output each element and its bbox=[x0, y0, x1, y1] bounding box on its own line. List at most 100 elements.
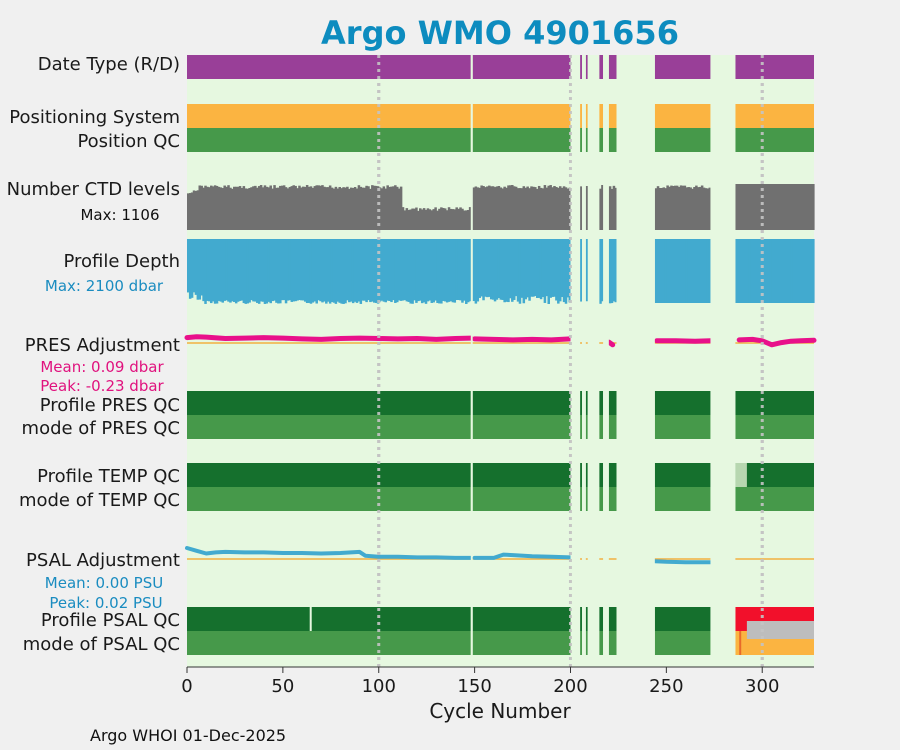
profile-depth-column bbox=[534, 239, 537, 297]
ctd-level-column bbox=[259, 185, 263, 230]
profile-depth-column bbox=[344, 239, 347, 304]
profile-depth-column bbox=[386, 239, 389, 301]
ctd-level-column bbox=[802, 184, 806, 230]
profile-depth-column bbox=[560, 239, 564, 298]
profile-depth-column bbox=[693, 239, 696, 303]
ctd-level-column bbox=[568, 187, 572, 230]
ctd-level-column bbox=[526, 186, 529, 230]
profile-depth-column bbox=[254, 239, 257, 302]
ctd-level-column bbox=[551, 187, 554, 230]
ctd-level-column bbox=[564, 187, 568, 230]
profile-depth-column bbox=[451, 239, 455, 303]
profile-depth-column bbox=[325, 239, 328, 304]
x-tick-label-300: 300 bbox=[745, 676, 779, 697]
ctd-level-column bbox=[443, 208, 447, 230]
ctd-level-column bbox=[223, 185, 226, 230]
profile-depth-column bbox=[190, 239, 194, 298]
ctd-level-column bbox=[812, 184, 815, 230]
profile-depth-column bbox=[748, 239, 752, 303]
no-data-gap bbox=[581, 55, 586, 667]
ctd-level-column bbox=[488, 185, 491, 230]
position_qc-bar bbox=[599, 128, 604, 152]
profile-depth-column bbox=[277, 239, 280, 304]
ctd-level-column bbox=[518, 188, 522, 230]
profile-depth-column bbox=[447, 239, 451, 302]
profile-depth-column bbox=[367, 239, 370, 301]
mode_psal_qc-bar bbox=[187, 631, 471, 655]
profile_pres_qc-bar bbox=[187, 391, 471, 415]
profile-depth-column bbox=[227, 239, 230, 302]
no-data-gap bbox=[570, 55, 581, 667]
ctd-level-column bbox=[397, 188, 401, 230]
profile-depth-column bbox=[614, 239, 618, 303]
ctd-level-column bbox=[677, 186, 681, 230]
date_type-bar bbox=[580, 55, 582, 79]
ctd-level-column bbox=[248, 187, 251, 230]
ctd-level-column bbox=[305, 185, 309, 230]
x-tick-label-250: 250 bbox=[649, 676, 683, 697]
ctd-level-column bbox=[808, 184, 811, 230]
ctd-level-column bbox=[317, 185, 320, 230]
ctd-level-column bbox=[516, 188, 520, 230]
ctd-level-column bbox=[683, 185, 687, 230]
ctd-level-column bbox=[194, 190, 198, 230]
ctd-level-column bbox=[750, 184, 754, 230]
profile-depth-column bbox=[708, 239, 712, 303]
psal-qc-4-mark bbox=[746, 621, 814, 639]
mode_temp_qc-bar bbox=[599, 487, 604, 511]
ctd-level-column bbox=[737, 184, 740, 230]
ctd-level-column bbox=[689, 187, 692, 230]
ctd-level-column bbox=[336, 188, 340, 230]
profile-depth-column bbox=[440, 239, 443, 304]
profile-depth-column bbox=[388, 239, 391, 302]
profile-depth-column bbox=[240, 239, 244, 301]
profile-depth-column bbox=[599, 239, 602, 304]
ctd-level-column bbox=[664, 188, 667, 230]
profile-depth-column bbox=[204, 239, 207, 304]
profile-depth-column bbox=[265, 239, 269, 304]
no-data-gap bbox=[587, 55, 600, 667]
ctd-level-column bbox=[465, 210, 468, 230]
profile-depth-column bbox=[735, 239, 738, 303]
row-label-position-qc: Position QC bbox=[77, 131, 180, 152]
mode_psal_qc-bar bbox=[608, 631, 617, 655]
profile-depth-column bbox=[580, 239, 583, 302]
ctd-level-column bbox=[499, 187, 503, 230]
profile-depth-column bbox=[486, 239, 489, 298]
ctd-level-column bbox=[374, 185, 378, 230]
profile-depth-column bbox=[608, 239, 612, 304]
profile-depth-column bbox=[783, 239, 786, 303]
profile-depth-column bbox=[307, 239, 311, 303]
ctd-level-column bbox=[480, 185, 483, 230]
x-tick-label-0: 0 bbox=[181, 676, 192, 697]
ctd-level-column bbox=[800, 184, 804, 230]
ctd-level-column bbox=[543, 185, 547, 230]
profile-depth-column bbox=[305, 239, 309, 304]
profile-depth-column bbox=[670, 239, 673, 303]
profile-depth-column bbox=[275, 239, 278, 303]
position_qc-bar bbox=[654, 128, 711, 152]
ctd-level-column bbox=[434, 207, 437, 230]
profile-depth-column bbox=[507, 239, 510, 303]
ctd-max-label: Max: 1106 bbox=[80, 206, 159, 224]
profile-depth-column bbox=[361, 239, 365, 301]
profile-depth-column bbox=[426, 239, 430, 302]
profile-depth-column bbox=[413, 239, 416, 301]
ctd-level-column bbox=[806, 184, 809, 230]
profile-depth-column bbox=[654, 239, 658, 303]
ctd-level-column bbox=[348, 188, 351, 230]
ctd-level-column bbox=[388, 186, 391, 230]
ctd-level-column bbox=[779, 184, 783, 230]
profile-depth-column bbox=[497, 239, 501, 299]
profile_psal_qc-bar bbox=[585, 607, 588, 631]
ctd-level-column bbox=[756, 184, 759, 230]
ctd-level-column bbox=[302, 186, 305, 230]
plot-area-background bbox=[187, 55, 814, 667]
date_type-bar bbox=[608, 55, 617, 79]
profile-depth-column bbox=[468, 239, 472, 302]
ctd-level-column bbox=[781, 184, 784, 230]
profile-depth-column bbox=[685, 239, 689, 303]
ctd-level-column bbox=[700, 185, 704, 230]
ctd-level-column bbox=[300, 187, 303, 230]
ctd-level-column bbox=[219, 187, 223, 230]
